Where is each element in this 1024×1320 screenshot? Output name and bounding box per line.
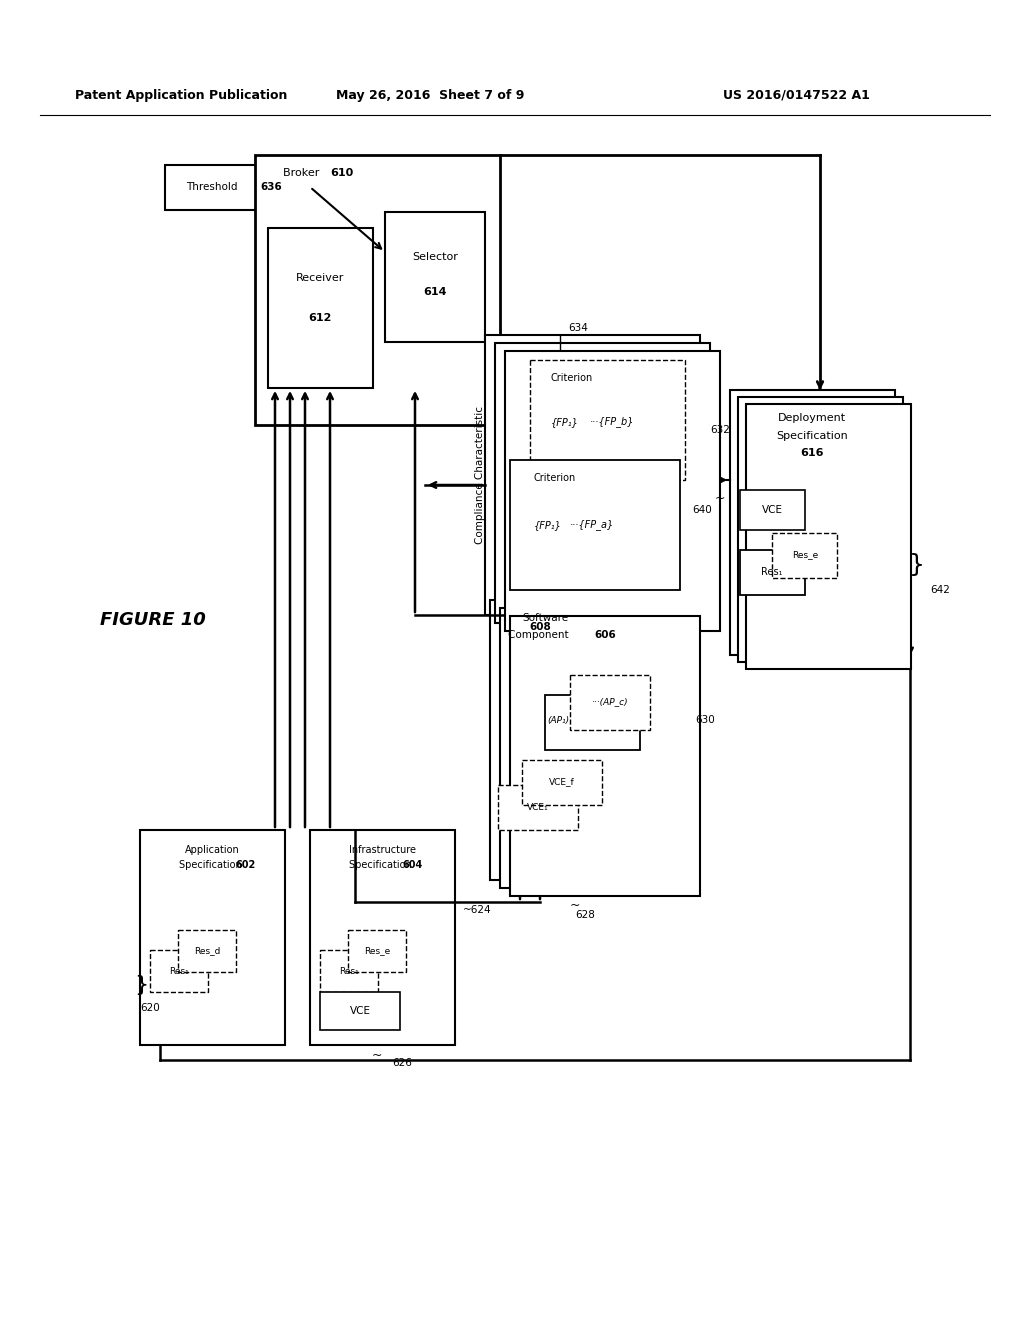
Text: 602: 602 (234, 861, 255, 870)
Text: }: } (909, 553, 925, 577)
Text: VCE_f: VCE_f (549, 777, 574, 787)
Text: Threshold: Threshold (185, 182, 241, 191)
Bar (740, 550, 805, 595)
Text: 608: 608 (529, 622, 551, 632)
Text: 628: 628 (575, 909, 595, 920)
Bar (319, 950, 378, 993)
Text: ···{FP_b}: ···{FP_b} (590, 417, 634, 428)
Text: 606: 606 (594, 630, 615, 640)
Bar (510, 459, 680, 590)
Text: 620: 620 (140, 1003, 160, 1012)
Bar (570, 675, 650, 730)
Text: Patent Application Publication: Patent Application Publication (75, 88, 288, 102)
Text: ···{FP_a}: ···{FP_a} (570, 520, 614, 531)
Bar (255, 154, 500, 425)
Bar (385, 213, 485, 342)
Text: Specification: Specification (179, 861, 245, 870)
Text: Specification: Specification (776, 432, 848, 441)
Bar (485, 335, 700, 615)
Bar (310, 830, 455, 1045)
Bar (498, 785, 578, 830)
Text: 616: 616 (800, 447, 823, 458)
Text: 614: 614 (423, 286, 446, 297)
Text: Deployment: Deployment (778, 413, 846, 422)
Text: {FP₁}: {FP₁} (551, 417, 579, 426)
Bar (500, 609, 690, 888)
Bar (730, 389, 895, 655)
Text: 610: 610 (330, 168, 353, 178)
Text: VCE₁: VCE₁ (527, 803, 549, 812)
Bar (495, 343, 710, 623)
Bar (178, 931, 236, 972)
Text: Res₁: Res₁ (339, 966, 358, 975)
Text: 640: 640 (692, 506, 712, 515)
Bar (746, 404, 911, 669)
Bar (319, 993, 400, 1030)
Text: Application: Application (184, 845, 240, 855)
Text: Broker: Broker (283, 168, 323, 178)
Text: (AP₁): (AP₁) (547, 715, 569, 725)
Text: }: } (134, 975, 148, 995)
Text: Selector: Selector (412, 252, 458, 261)
Text: Component: Component (508, 630, 572, 640)
Text: ···(AP_c): ···(AP_c) (592, 697, 629, 706)
Bar (545, 696, 640, 750)
Text: 626: 626 (392, 1059, 412, 1068)
Text: VCE: VCE (349, 1006, 371, 1016)
Text: Criterion: Criterion (534, 473, 577, 483)
Text: 604: 604 (402, 861, 422, 870)
Bar (140, 830, 285, 1045)
Text: ~: ~ (569, 899, 581, 912)
Text: May 26, 2016  Sheet 7 of 9: May 26, 2016 Sheet 7 of 9 (336, 88, 524, 102)
Bar (505, 351, 720, 631)
Text: US 2016/0147522 A1: US 2016/0147522 A1 (723, 88, 870, 102)
Text: {FP₁}: {FP₁} (535, 520, 562, 531)
Text: Compliance Characteristic: Compliance Characteristic (475, 407, 485, 544)
Text: Receiver: Receiver (296, 273, 344, 282)
Text: FIGURE 10: FIGURE 10 (100, 611, 206, 630)
Text: 642: 642 (930, 585, 950, 595)
Bar (268, 228, 373, 388)
Bar (150, 950, 208, 993)
Bar (530, 360, 685, 480)
Bar (510, 616, 700, 896)
Bar (740, 490, 805, 531)
Text: Software: Software (522, 612, 568, 623)
Text: Res_d: Res_d (194, 946, 220, 956)
Text: ~624: ~624 (463, 906, 492, 915)
Text: Specification: Specification (349, 861, 415, 870)
Text: Res₁: Res₁ (169, 966, 188, 975)
Text: Criterion: Criterion (551, 374, 593, 383)
Text: Res₁: Res₁ (761, 568, 782, 577)
Text: ~: ~ (715, 491, 725, 504)
Text: Res_e: Res_e (364, 946, 390, 956)
Text: 612: 612 (308, 313, 332, 323)
Text: Infrastructure: Infrastructure (348, 845, 416, 855)
Bar (490, 601, 680, 880)
Bar (772, 533, 837, 578)
Bar (165, 165, 310, 210)
Text: ~: ~ (372, 1048, 382, 1061)
Text: Res_e: Res_e (792, 550, 818, 560)
Bar (522, 760, 602, 805)
Bar (738, 397, 903, 663)
Text: VCE: VCE (762, 506, 782, 515)
Text: 632: 632 (710, 425, 730, 436)
Text: 630: 630 (695, 715, 715, 725)
Text: 634: 634 (568, 323, 588, 333)
Text: 636: 636 (260, 182, 282, 191)
Bar (348, 931, 406, 972)
